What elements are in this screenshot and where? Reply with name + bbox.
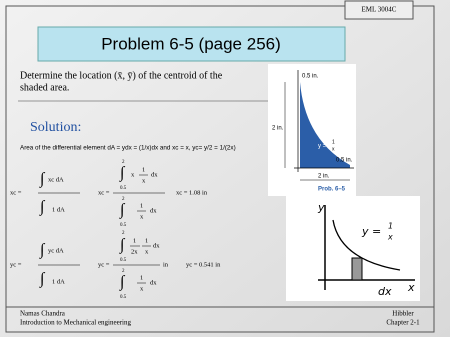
eq-token: xc = <box>10 189 22 196</box>
figure-label: 1 <box>332 139 335 145</box>
shaded-area <box>300 82 350 168</box>
eq-token: 2 <box>122 197 125 202</box>
figure-label: 2 in. <box>318 174 330 180</box>
eq-token: 1 <box>133 237 136 244</box>
eq-token: 0.5 <box>120 295 127 300</box>
eq-token: yc = 0.541 in <box>186 261 221 268</box>
eq-token: ∫ <box>119 274 126 292</box>
problem-line: shaded area. <box>20 82 69 93</box>
course-box <box>344 0 414 20</box>
eq-token: 2x <box>131 248 138 255</box>
eq-token: yc dA <box>48 247 64 254</box>
eq-token: yc = <box>10 261 22 268</box>
eq-token: x <box>145 248 149 255</box>
eq-token: x <box>142 177 146 184</box>
eq-token: 0.5 <box>120 186 127 191</box>
eq-token: dx <box>151 171 158 178</box>
sketch-label: x <box>387 233 393 242</box>
sketch-label: y <box>317 201 325 214</box>
eq-token: ∫ <box>119 165 126 183</box>
figure-label: x <box>332 146 335 152</box>
eq-token: 2 <box>122 269 125 274</box>
eq-token: 2 <box>122 231 125 236</box>
element <box>351 257 363 281</box>
eq-token: dx <box>153 242 160 249</box>
eq-token: xc dA <box>48 176 64 183</box>
eq-token: 1 <box>142 166 145 173</box>
figure-label: 0.5 in. <box>302 74 319 80</box>
eq-token: 2 <box>122 160 125 165</box>
sketch: y y = 1 x dx x <box>286 196 420 301</box>
sketch-label: y = <box>361 225 381 238</box>
footer-course: Introduction to Mechanical engineering <box>20 319 131 327</box>
eq-token: ∫ <box>119 202 126 220</box>
solution-heading: Solution: <box>30 120 81 135</box>
title-box <box>37 26 346 62</box>
eq-token: ∫ <box>119 237 126 255</box>
eq-token: 0.5 <box>120 258 127 263</box>
slide-border <box>5 5 435 333</box>
eq-token: dx <box>150 279 157 286</box>
sketch-label: 1 <box>388 222 393 231</box>
xc-equation: xc = ∫ xc dA ∫ 1 dA xc = 2 ∫ 0.5 x 1 x d… <box>10 160 208 228</box>
eq-token: ∫ <box>39 271 46 289</box>
eq-token: x <box>140 213 144 220</box>
problem-figure: 0.5 in. 2 in. y = 1 x 0.5 in. 2 in. Prob… <box>268 64 356 196</box>
eq-token: x <box>140 285 144 292</box>
eq-token: 0.5 <box>120 223 127 228</box>
eq-token: 1 <box>145 237 148 244</box>
eq-token: ∫ <box>39 199 46 217</box>
eq-token: yc = <box>98 261 110 268</box>
curve <box>332 219 401 271</box>
sketch-label: dx <box>378 285 392 298</box>
eq-token: 1 <box>140 274 143 281</box>
eq-token: 1 <box>140 202 143 209</box>
figure-label: 0.5 in. <box>336 158 353 164</box>
sketch-background <box>286 196 420 301</box>
eq-token: dx <box>150 207 157 214</box>
course-code: EML 3004C <box>362 6 397 14</box>
eq-token: in <box>163 261 169 268</box>
eq-token: xc = <box>98 189 110 196</box>
yc-equation: yc = ∫ yc dA ∫ 1 dA yc = 2 ∫ 0.5 1 2x 1 … <box>10 231 221 300</box>
figure-caption: Prob. 6–5 <box>318 187 346 193</box>
footer-chapter: Chapter 2-1 <box>386 319 420 327</box>
eq-token: ∫ <box>39 242 46 260</box>
solution-intro: Area of the differential element dA = yd… <box>20 145 236 152</box>
eq-token: 1 dA <box>52 206 65 213</box>
eq-token: x <box>131 171 135 178</box>
eq-token: xc = 1.08 in <box>176 189 208 196</box>
sketch-label: x <box>407 281 415 294</box>
footer-author: Namas Chandra <box>20 310 66 318</box>
figure-label: y = <box>318 144 327 150</box>
title: Problem 6-5 (page 256) <box>101 34 281 53</box>
eq-token: 1 dA <box>52 278 65 285</box>
problem-line: Determine the location (x̄, ȳ) of the ce… <box>20 70 223 81</box>
eq-token: ∫ <box>39 171 46 189</box>
figure-label: 2 in. <box>272 126 284 132</box>
footer-book: Hibbler <box>392 310 414 318</box>
